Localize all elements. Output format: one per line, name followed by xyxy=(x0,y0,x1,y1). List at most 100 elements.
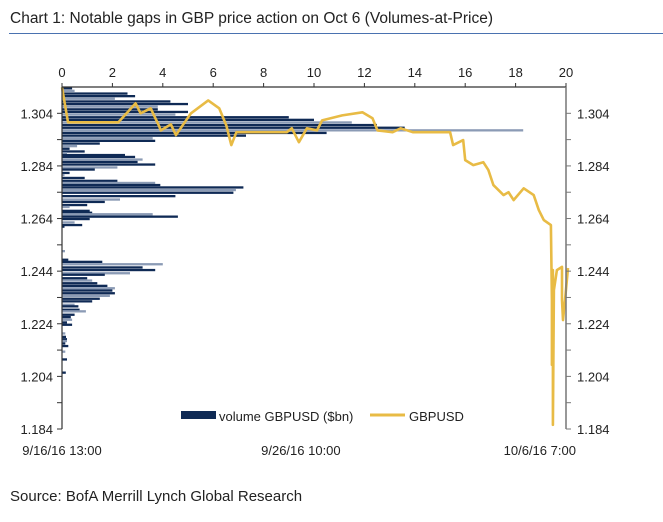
price-tick-label-right: 1.224 xyxy=(577,317,610,332)
volume-bar xyxy=(62,277,88,280)
volume-bar xyxy=(62,116,289,119)
volume-bar xyxy=(62,332,66,335)
volume-bar xyxy=(62,279,93,282)
volume-bar xyxy=(62,173,65,177)
legend-price-label: GBPUSD xyxy=(409,409,464,424)
volume-bar xyxy=(62,152,67,155)
volume-bar xyxy=(62,131,327,135)
volume-bar xyxy=(62,371,66,374)
volume-bar xyxy=(62,150,85,153)
volume-bar xyxy=(62,260,103,263)
legend: volume GBPUSD ($bn) GBPUSD xyxy=(181,409,464,424)
volume-bar xyxy=(62,200,105,204)
volume-bar xyxy=(62,171,70,175)
volume-bar xyxy=(62,273,105,276)
price-tick-label-right: 1.244 xyxy=(577,264,610,279)
volume-tick-label: 18 xyxy=(508,65,522,80)
volume-tick-label: 0 xyxy=(58,65,65,80)
volume-bar xyxy=(62,105,158,108)
legend-volume-swatch xyxy=(181,411,216,419)
volume-bar xyxy=(62,179,118,182)
price-tick-label-right: 1.284 xyxy=(577,159,610,174)
price-tick-label-left: 1.244 xyxy=(20,264,53,279)
volume-bar xyxy=(62,168,95,171)
volume-bar xyxy=(62,215,178,218)
volume-bar xyxy=(62,338,67,341)
volume-bar xyxy=(62,318,73,321)
volume-bar xyxy=(62,181,156,185)
volume-bar xyxy=(62,89,75,92)
volume-bar xyxy=(62,110,188,114)
volume-bar xyxy=(62,268,156,272)
volume-bar xyxy=(62,358,67,361)
volume-bar xyxy=(62,300,93,303)
volume-bar xyxy=(62,339,67,343)
volume-tick-label: 8 xyxy=(260,65,267,80)
volume-bar xyxy=(62,153,125,157)
volume-bar xyxy=(62,147,70,150)
price-tick-label-left: 1.184 xyxy=(20,422,53,437)
volume-bar xyxy=(62,100,171,103)
volume-bar xyxy=(62,308,80,311)
volume-bar xyxy=(62,292,115,295)
volume-tick-label: 10 xyxy=(307,65,321,80)
volume-bar xyxy=(62,223,83,227)
volume-bar xyxy=(62,183,161,187)
volume-bar xyxy=(62,92,128,95)
volume-bar xyxy=(62,284,108,287)
volume-bar xyxy=(62,287,115,290)
volume-bar xyxy=(62,263,163,266)
volume-tick-label: 2 xyxy=(109,65,116,80)
volume-bar xyxy=(62,142,100,145)
volume-bar xyxy=(62,155,136,159)
volume-bar xyxy=(62,126,405,129)
volume-bar xyxy=(62,266,143,269)
volume-bar xyxy=(62,176,85,180)
axes: 0 2 4 6 8 10 12 14 16 18 20 1.304 1.304 1.284 1.284 1.2… xyxy=(20,65,609,458)
price-tick-label-left: 1.224 xyxy=(20,317,53,332)
title-underline xyxy=(9,33,663,34)
volume-bar xyxy=(62,188,236,192)
volume-bar xyxy=(62,205,70,209)
volume-bar xyxy=(62,198,120,201)
volume-bar xyxy=(62,335,66,338)
source-note: Source: BofA Merrill Lynch Global Resear… xyxy=(10,488,303,505)
price-tick-label-right: 1.304 xyxy=(577,106,610,121)
volume-bar xyxy=(62,102,188,106)
volume-bar xyxy=(62,108,158,111)
volume-bar xyxy=(62,225,65,228)
volume-bar xyxy=(62,272,130,275)
volume-bar xyxy=(62,213,153,216)
volume-bar xyxy=(62,342,66,345)
time-tick-label: 10/6/16 7:00 xyxy=(504,443,576,458)
volume-bar xyxy=(62,305,79,308)
volume-bar xyxy=(62,297,100,300)
volume-bar xyxy=(62,145,78,148)
volume-bar xyxy=(62,310,86,313)
price-line-gbpusd xyxy=(60,87,570,427)
volume-bar xyxy=(62,158,143,161)
volume-bar xyxy=(62,113,176,116)
volume-bar xyxy=(62,211,93,214)
volume-bar xyxy=(62,303,75,306)
price-tick-label-left: 1.204 xyxy=(20,369,53,384)
volume-bar xyxy=(62,294,110,297)
volume-bar xyxy=(62,217,90,221)
volume-bar xyxy=(62,95,136,98)
price-tick-label-right: 1.264 xyxy=(577,212,610,227)
volume-tick-label: 16 xyxy=(458,65,472,80)
volume-bar xyxy=(62,282,98,285)
volume-bar xyxy=(62,123,377,127)
volume-bar xyxy=(62,121,352,124)
volume-bar xyxy=(62,323,73,326)
volume-bar xyxy=(62,209,90,212)
volume-bar xyxy=(62,221,75,224)
volume-bar xyxy=(62,160,138,164)
volume-bar xyxy=(62,191,234,194)
volume-bar xyxy=(62,87,73,90)
volume-bar xyxy=(62,186,244,189)
volume-bar xyxy=(62,195,176,198)
price-tick-label-left: 1.304 xyxy=(20,106,53,121)
volume-tick-label: 4 xyxy=(159,65,166,80)
volume-bar xyxy=(62,134,246,137)
